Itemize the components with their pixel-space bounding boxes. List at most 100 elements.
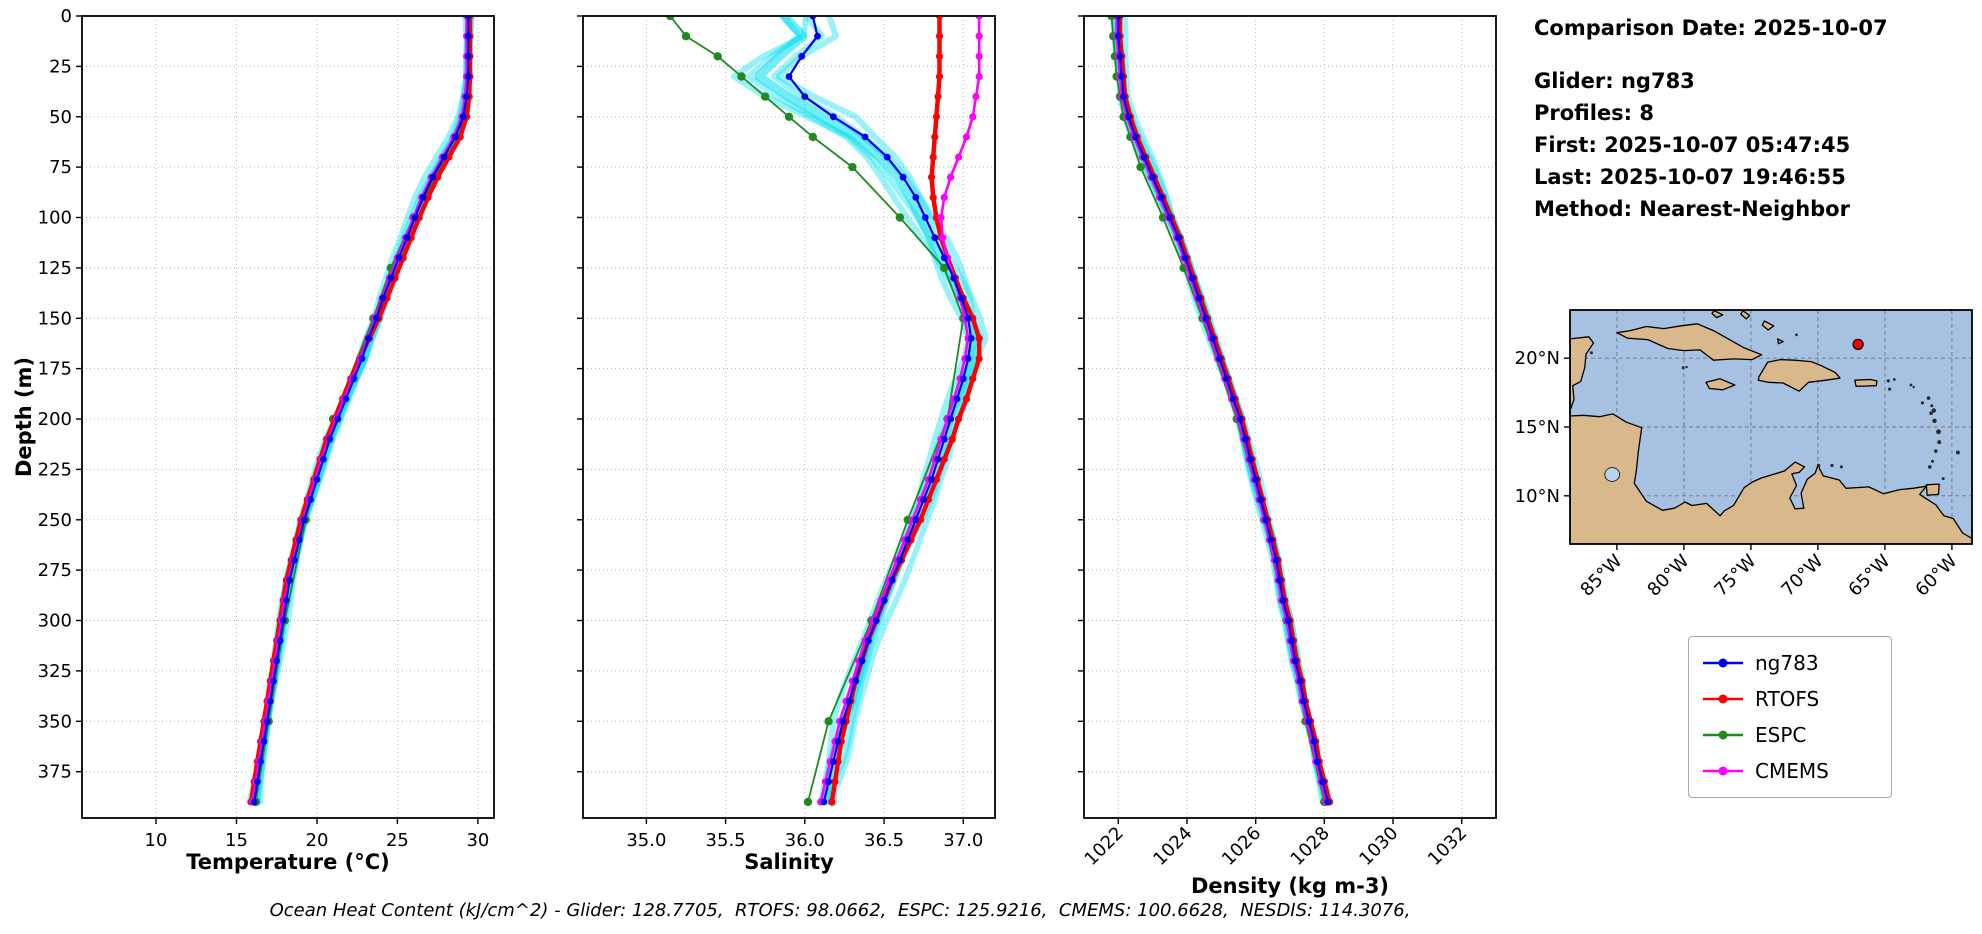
landmass (1740, 310, 1751, 320)
ocean-heat-content-footer: Ocean Heat Content (kJ/cm^2) - Glider: 1… (269, 900, 1411, 921)
svg-text:75°W: 75°W (1710, 551, 1760, 601)
svg-text:36.0: 36.0 (785, 830, 825, 851)
series-cloud-glider-raw (257, 16, 474, 805)
legend-line-sample (1703, 658, 1743, 668)
comparison-method: Method: Nearest-Neighbor (1534, 197, 1850, 221)
last-profile-time: Last: 2025-10-07 19:46:55 (1534, 165, 1846, 189)
series-line-RTOFS (1117, 16, 1332, 803)
small-island (1816, 463, 1821, 468)
landmass (1761, 320, 1775, 331)
series-markers-CMEMS (249, 16, 471, 806)
small-island (1936, 429, 1941, 435)
glider-position-marker (1852, 338, 1864, 351)
salinity-profile-chart: 35.0 35.5 36.0 36.5 37.0 (577, 15, 996, 851)
legend: ng783 RTOFS ESPC CMEMS (1688, 636, 1892, 798)
plot-frame (1083, 15, 1497, 819)
small-island (1926, 396, 1931, 400)
series-markers-ng783 (785, 16, 975, 806)
svg-text:85°W: 85°W (1576, 551, 1626, 601)
legend-entry-ng783: ng783 (1701, 645, 1879, 681)
svg-text:250: 250 (38, 510, 72, 531)
first-profile-time: First: 2025-10-07 05:47:45 (1534, 133, 1851, 157)
legend-line-sample (1703, 694, 1743, 704)
lake (1604, 467, 1620, 482)
svg-text:25: 25 (386, 830, 409, 851)
small-island (1795, 333, 1798, 337)
series-line-ng783 (1117, 16, 1329, 803)
tick-labels: 1022 1024 1026 1028 1030 1032 (1081, 823, 1472, 870)
density-profile-chart: 1022 1024 1026 1028 1030 1032 (1078, 15, 1497, 870)
axis-ticks (76, 15, 479, 824)
svg-text:1030: 1030 (1355, 823, 1402, 870)
series-layer (1107, 16, 1334, 807)
svg-text:20°N: 20°N (1515, 348, 1560, 369)
svg-text:25: 25 (49, 56, 72, 77)
temperature-profile-chart: 10 15 20 25 30025507510012515017520022525027… (38, 6, 495, 851)
small-island (1941, 477, 1945, 481)
svg-text:375: 375 (38, 762, 72, 783)
info-panel: Comparison Date: 2025-10-07 Glider: ng78… (1534, 12, 1888, 225)
profiles-count: Profiles: 8 (1534, 101, 1655, 125)
landmass (1925, 483, 1940, 496)
small-island (1685, 365, 1688, 369)
small-island (1932, 418, 1937, 423)
legend-label: ESPC (1755, 723, 1807, 747)
tick-labels: 35.0 35.5 36.0 36.5 37.0 (626, 830, 983, 851)
svg-text:1022: 1022 (1081, 823, 1128, 870)
svg-text:80°W: 80°W (1643, 551, 1693, 601)
small-island (1912, 385, 1915, 389)
tick-labels: 10 15 20 25 30025507510012515017520022525027… (38, 6, 490, 851)
salinity-axis-label: Salinity (744, 850, 834, 874)
small-island (1589, 351, 1593, 355)
legend-entry-CMEMS: CMEMS (1701, 753, 1879, 789)
svg-text:1032: 1032 (1424, 823, 1471, 870)
series-line-CMEMS (1115, 16, 1328, 803)
svg-text:175: 175 (38, 359, 72, 380)
series-line-CMEMS (819, 16, 981, 803)
svg-text:36.5: 36.5 (864, 830, 904, 851)
svg-text:1026: 1026 (1218, 823, 1265, 870)
svg-text:10°N: 10°N (1515, 486, 1560, 507)
svg-text:1028: 1028 (1287, 823, 1334, 870)
small-island (1928, 465, 1932, 469)
svg-text:100: 100 (38, 208, 72, 229)
series-cloud-glider-raw (250, 16, 475, 807)
svg-text:200: 200 (38, 409, 72, 430)
svg-text:30: 30 (466, 830, 489, 851)
landmass (1854, 378, 1878, 388)
svg-text:350: 350 (38, 711, 72, 732)
svg-text:37.0: 37.0 (943, 830, 983, 851)
small-island (1681, 366, 1685, 370)
svg-text:300: 300 (38, 611, 72, 632)
svg-text:0: 0 (61, 6, 72, 27)
small-island (1931, 408, 1936, 413)
series-cloud-glider-raw (254, 16, 474, 805)
legend-label: RTOFS (1755, 687, 1820, 711)
map-land-layer (1570, 310, 1972, 544)
plot-frame (81, 15, 495, 819)
map-axis-ticks (1564, 357, 1953, 550)
legend-line-sample (1703, 766, 1743, 776)
svg-text:75: 75 (49, 157, 72, 178)
series-markers-ng783 (250, 16, 472, 806)
landmass (1757, 358, 1841, 392)
depth-axis-label: Depth (m) (12, 356, 36, 478)
svg-text:150: 150 (38, 308, 72, 329)
series-markers-RTOFS (247, 16, 474, 806)
series-cloud-glider-raw (1111, 16, 1326, 805)
series-line-RTOFS (248, 16, 473, 803)
series-cloud-glider-raw (246, 16, 470, 805)
small-island (1929, 411, 1933, 415)
svg-text:35.5: 35.5 (706, 830, 746, 851)
svg-text:65°W: 65°W (1844, 551, 1894, 601)
small-island (1909, 383, 1913, 387)
series-line-ng783 (253, 16, 470, 803)
comparison-date: Comparison Date: 2025-10-07 (1534, 16, 1888, 40)
gridlines (82, 15, 494, 818)
svg-text:35.0: 35.0 (626, 830, 666, 851)
svg-text:275: 275 (38, 560, 72, 581)
legend-label: ng783 (1755, 651, 1819, 675)
small-island (1955, 450, 1960, 455)
svg-text:50: 50 (49, 107, 72, 128)
